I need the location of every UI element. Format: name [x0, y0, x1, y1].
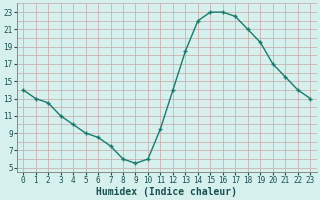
X-axis label: Humidex (Indice chaleur): Humidex (Indice chaleur) — [96, 186, 237, 197]
